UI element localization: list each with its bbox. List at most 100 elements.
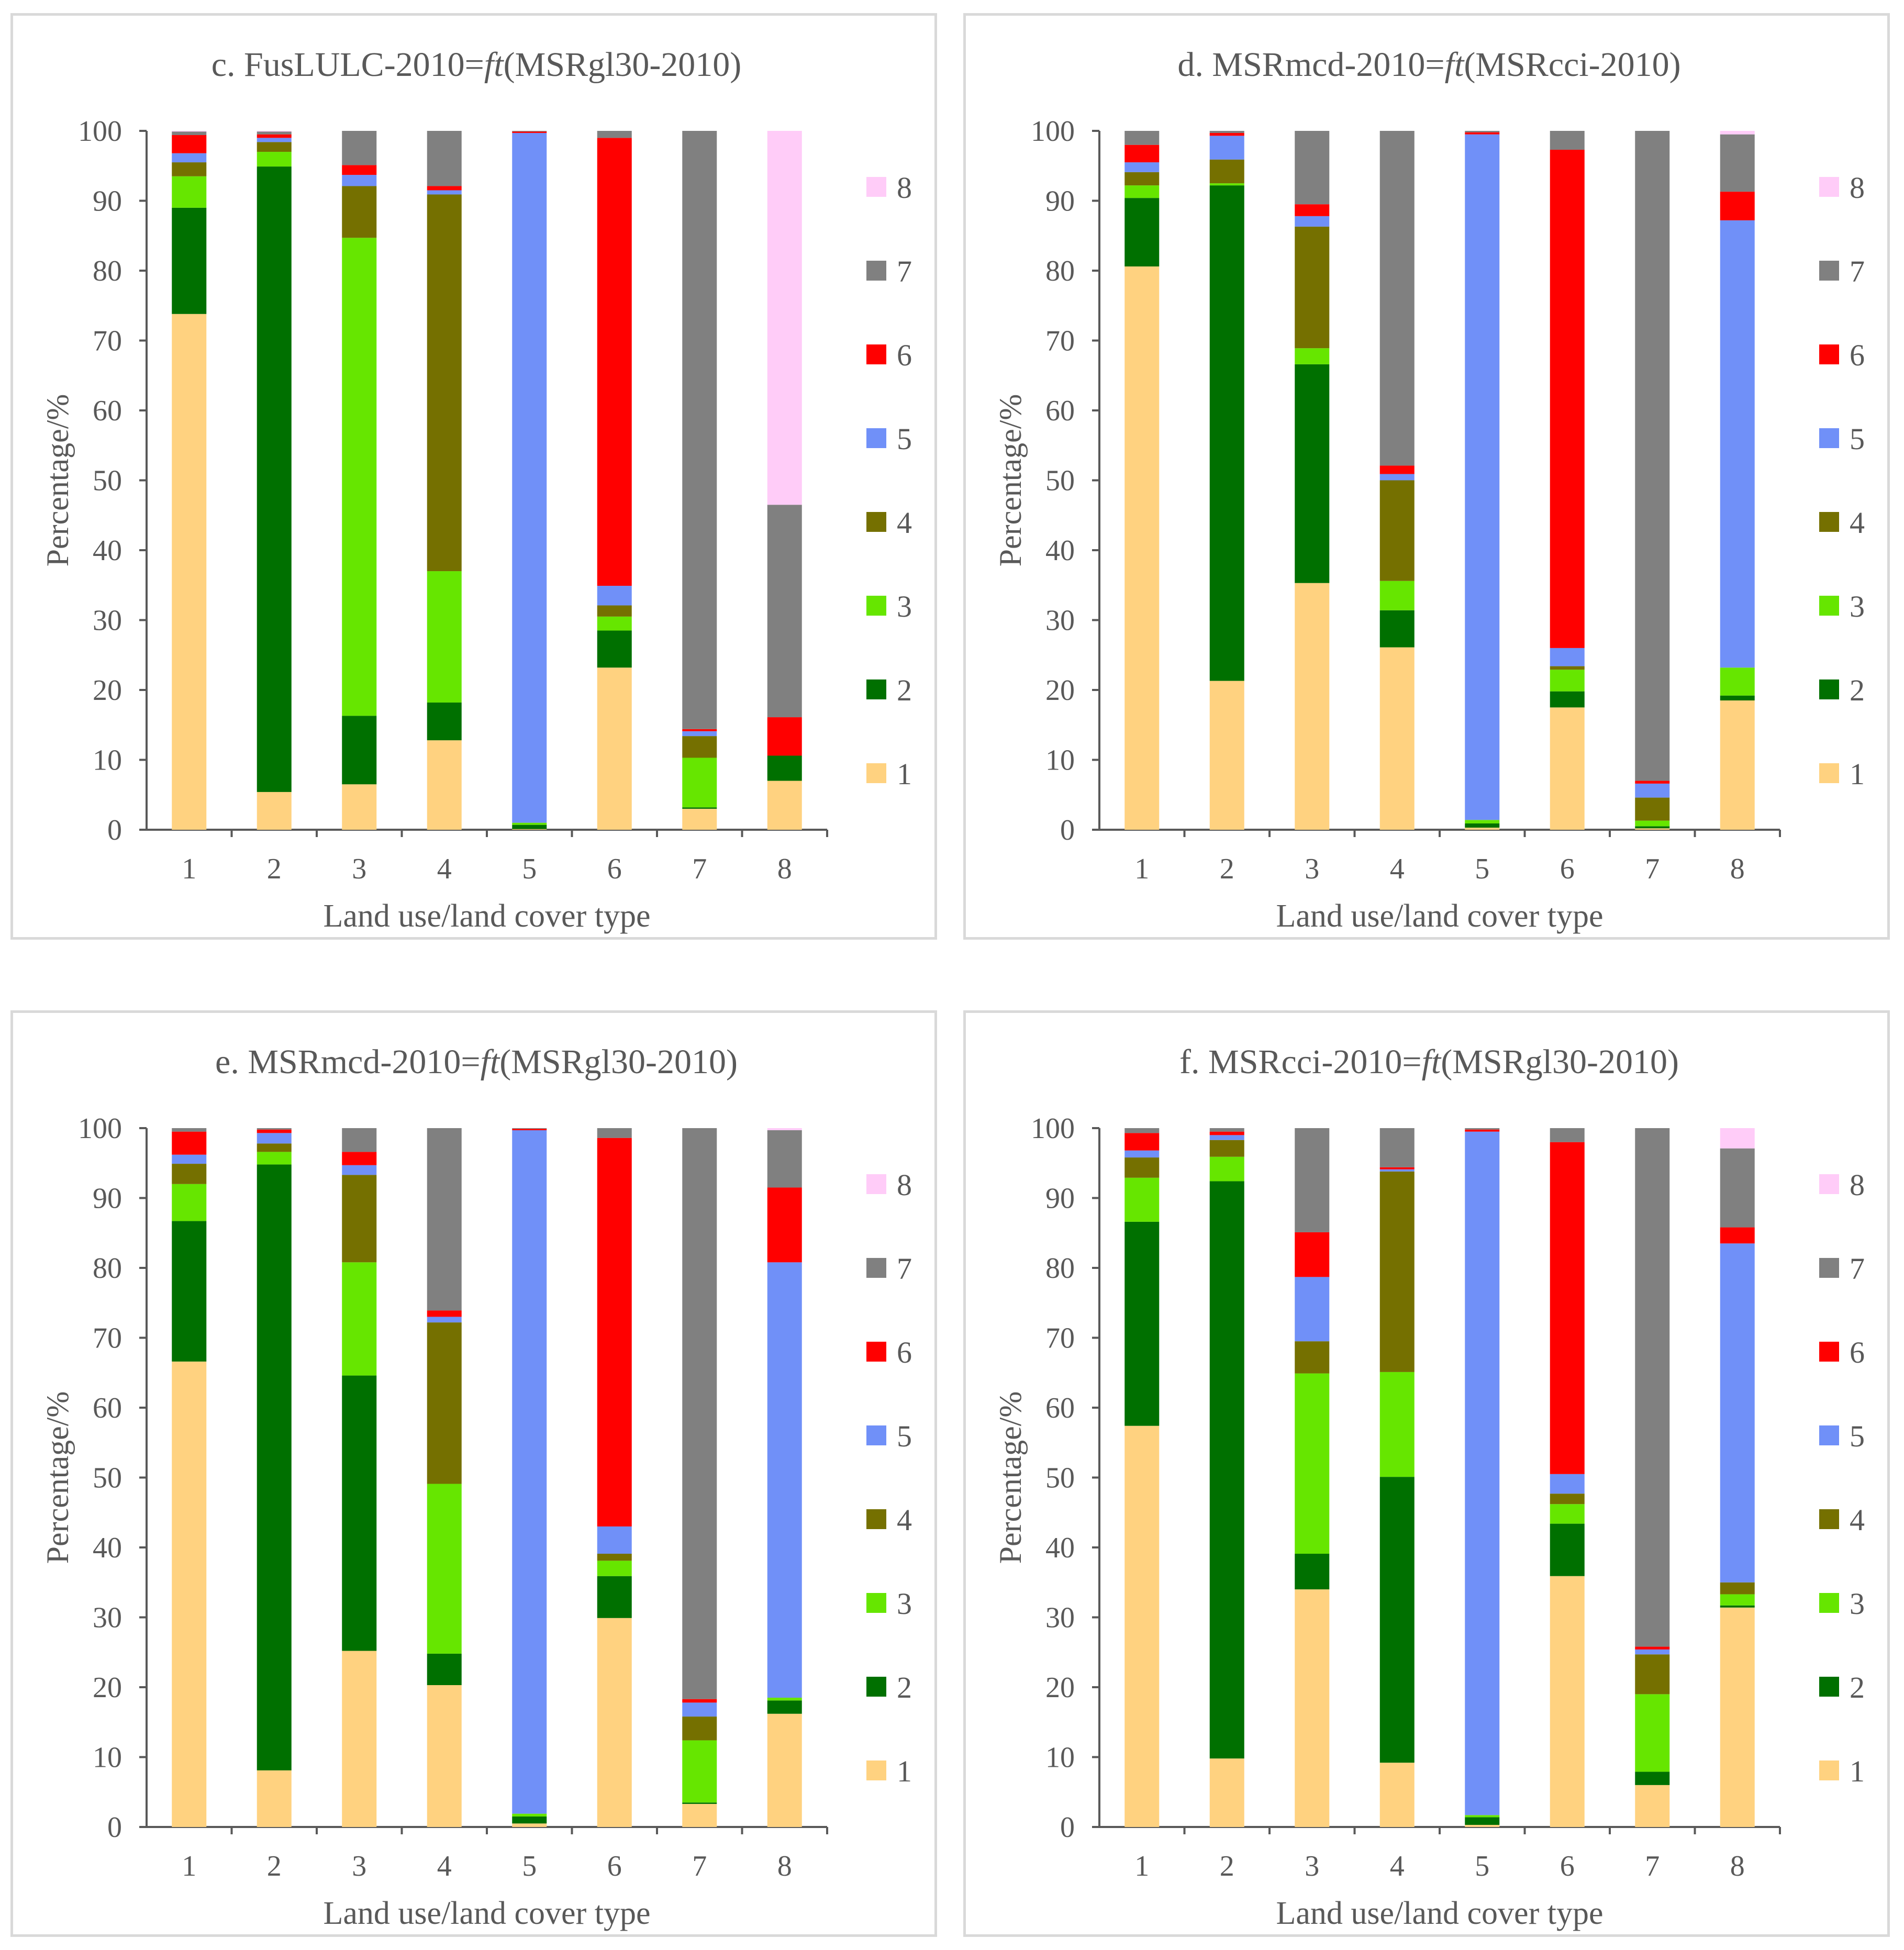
legend-label-3: 3 [1850, 1587, 1865, 1621]
bar-segment-cat4-class3 [1379, 1372, 1415, 1477]
bar-segment-cat5-class3 [1465, 820, 1500, 823]
y-tick-label: 60 [1045, 395, 1075, 427]
x-tick-label: 8 [777, 1850, 792, 1882]
bar-segment-cat4-class3 [427, 571, 462, 703]
legend-label-4: 4 [897, 1503, 912, 1537]
legend-swatch-2 [866, 1677, 886, 1697]
bar-segment-cat7-class7 [682, 1128, 717, 1699]
bar-segment-cat6-class3 [597, 616, 632, 631]
chart-title-prefix: e. MSRmcd-2010= [215, 1043, 481, 1081]
bar-segment-cat4-class7 [427, 1128, 462, 1311]
y-tick-label: 30 [1045, 1602, 1075, 1634]
legend-label-5: 5 [897, 1419, 912, 1453]
y-tick-label: 100 [1031, 1112, 1075, 1145]
bar-segment-cat2-class1 [1209, 681, 1244, 830]
bar-segment-cat7-class6 [682, 729, 717, 731]
bar-segment-cat6-class2 [597, 630, 632, 668]
bar-segment-cat6-class7 [597, 131, 632, 138]
bar-segment-cat1-class1 [1124, 1425, 1160, 1827]
bar-segment-cat4-class7 [427, 131, 462, 186]
bar-segment-cat6-class5 [1550, 648, 1585, 666]
bar-segment-cat8-class7 [767, 1130, 802, 1188]
x-tick-label: 3 [1305, 853, 1319, 885]
x-tick-label: 7 [1645, 1850, 1660, 1882]
bar-segment-cat4-class3 [1379, 581, 1415, 610]
chart-title-prefix: c. FusLULC-2010= [211, 46, 484, 84]
chart-title-suffix: (MSRgl30-2010) [1441, 1043, 1679, 1081]
y-tick-label: 30 [93, 1602, 122, 1634]
bar-segment-cat8-class8 [1720, 1128, 1755, 1149]
y-tick-label: 0 [1060, 814, 1075, 846]
bar-segment-cat5-class7 [1465, 1128, 1500, 1130]
bar-segment-cat6-class1 [1550, 1576, 1585, 1827]
bar-segment-cat2-class4 [1209, 159, 1244, 184]
y-tick-label: 80 [1045, 255, 1075, 287]
bar-segment-cat5-class7 [512, 1128, 547, 1129]
bar-segment-cat6-class1 [597, 1618, 632, 1827]
bar-segment-cat1-class6 [172, 1131, 207, 1155]
bar-segment-cat2-class5 [1209, 136, 1244, 160]
x-tick-label: 4 [437, 853, 452, 885]
bar-segment-cat7-class7 [682, 131, 717, 729]
bar-segment-cat6-class4 [597, 1554, 632, 1561]
bar-segment-cat3-class4 [1295, 1341, 1330, 1374]
bar-segment-cat7-class2 [682, 807, 717, 809]
bar-segment-cat5-class6 [512, 1129, 547, 1131]
legend-swatch-7 [866, 261, 886, 281]
bar-segment-cat8-class6 [1720, 1227, 1755, 1244]
bar-segment-cat4-class7 [1379, 131, 1415, 466]
bar-segment-cat8-class3 [1720, 1594, 1755, 1606]
bar-segment-cat2-class1 [257, 792, 292, 830]
y-tick-label: 60 [1045, 1392, 1075, 1424]
bar-segment-cat7-class3 [1635, 820, 1670, 827]
bar-segment-cat2-class2 [257, 1164, 292, 1770]
bar-segment-cat5-class5 [1465, 1131, 1500, 1815]
y-tick-label: 40 [93, 534, 122, 567]
bar-segment-cat2-class6 [1209, 1131, 1244, 1135]
bar-segment-cat5-class1 [1465, 1824, 1500, 1827]
legend-label-4: 4 [1850, 506, 1865, 540]
chart-panel-e: e. MSRmcd-2010=ft(MSRgl30-2010) 0 10 20 30 40… [10, 1010, 937, 1937]
y-tick-label: 0 [1060, 1811, 1075, 1844]
legend-swatch-2 [1819, 679, 1839, 699]
bar-segment-cat8-class8 [1720, 131, 1755, 135]
bar-segment-cat3-class1 [1295, 583, 1330, 830]
bar-segment-cat1-class2 [1124, 198, 1160, 266]
bar-segment-cat2-class2 [1209, 185, 1244, 681]
bar-segment-cat7-class2 [682, 1802, 717, 1804]
x-tick-label: 8 [777, 853, 792, 885]
legend-swatch-6 [1819, 344, 1839, 364]
bar-segment-cat7-class5 [1635, 1649, 1670, 1655]
bar-segment-cat7-class3 [1635, 1694, 1670, 1772]
bar-segment-cat1-class4 [1124, 1157, 1160, 1178]
bar-segment-cat7-class6 [682, 1699, 717, 1703]
x-tick-label: 5 [522, 1850, 537, 1882]
bar-segment-cat8-class1 [1720, 700, 1755, 830]
legend-swatch-8 [866, 1174, 886, 1194]
chart-title-prefix: f. MSRcci-2010= [1179, 1043, 1422, 1081]
bar-segment-cat7-class3 [682, 1740, 717, 1803]
legend-swatch-3 [1819, 596, 1839, 616]
bar-segment-cat3-class2 [342, 1375, 377, 1651]
chart-title: c. FusLULC-2010=ft(MSRgl30-2010) [211, 46, 742, 84]
legend-swatch-4 [866, 1509, 886, 1529]
bar-segment-cat6-class6 [597, 1138, 632, 1526]
bar-segment-cat3-class4 [342, 1175, 377, 1263]
bar-segment-cat5-class5 [1465, 134, 1500, 820]
legend-label-4: 4 [1850, 1503, 1865, 1537]
bar-segment-cat3-class4 [342, 186, 377, 238]
bar-segment-cat3-class5 [1295, 1277, 1330, 1342]
bar-segment-cat6-class6 [1550, 1142, 1585, 1474]
bar-segment-cat1-class7 [172, 131, 207, 136]
bar-segment-cat8-class3 [767, 1698, 802, 1701]
legend-swatch-6 [866, 344, 886, 364]
legend-label-7: 7 [1850, 254, 1865, 288]
y-tick-label: 10 [93, 744, 122, 777]
y-tick-label: 20 [1045, 674, 1075, 707]
bar-segment-cat5-class1 [1465, 827, 1500, 830]
bar-segment-cat8-class4 [1720, 1582, 1755, 1595]
bar-segment-cat1-class3 [172, 176, 207, 208]
y-tick-label: 50 [1045, 1462, 1075, 1495]
y-tick-label: 10 [1045, 1742, 1075, 1774]
bar-segment-cat6-class1 [597, 667, 632, 830]
